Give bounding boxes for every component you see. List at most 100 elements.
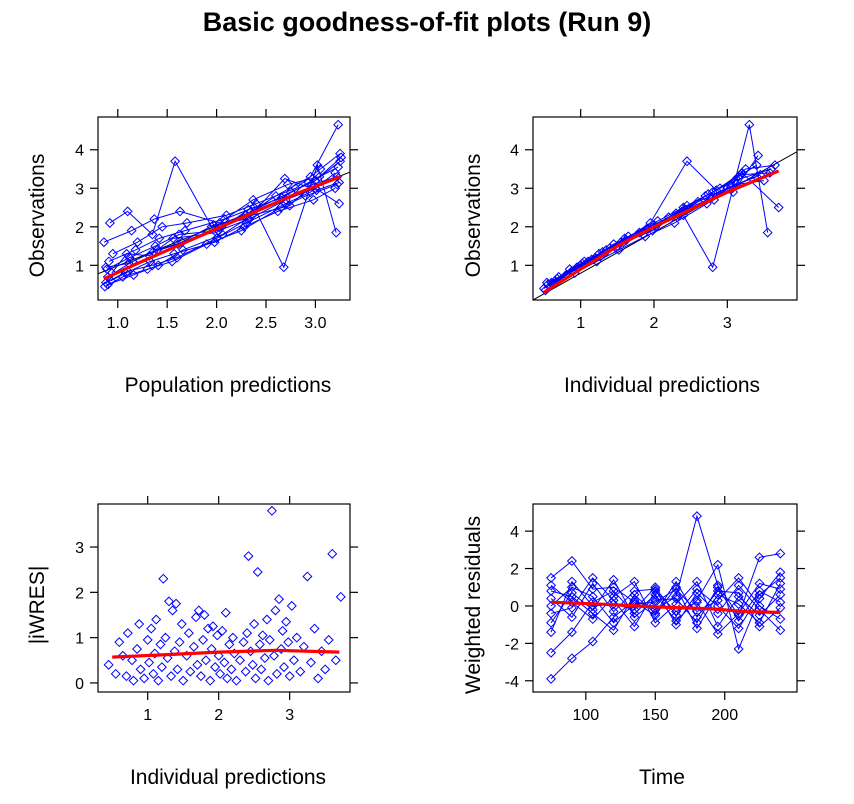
data-point xyxy=(775,625,786,636)
data-point xyxy=(587,608,598,619)
data-point xyxy=(175,206,186,217)
data-point xyxy=(177,244,188,255)
data-point xyxy=(215,668,226,679)
x-tick-label: 1.0 xyxy=(107,315,129,332)
data-point xyxy=(333,119,344,130)
data-point xyxy=(193,605,204,616)
data-point xyxy=(541,277,552,288)
data-point xyxy=(733,580,744,591)
data-point xyxy=(147,229,158,240)
y-tick-label: -4 xyxy=(505,674,519,691)
data-point xyxy=(334,198,345,209)
x-tick-label: 2 xyxy=(650,315,659,332)
data-point xyxy=(764,167,775,178)
data-point xyxy=(334,177,345,188)
data-point xyxy=(669,217,680,228)
data-point xyxy=(132,237,143,248)
data-point xyxy=(104,217,115,228)
data-point xyxy=(284,200,295,211)
data-point xyxy=(151,614,162,625)
data-point xyxy=(239,221,250,232)
smooth-line xyxy=(112,648,340,659)
data-point xyxy=(226,664,237,675)
data-point xyxy=(154,233,165,244)
data-point xyxy=(188,641,199,652)
x-tick-label: 2 xyxy=(214,707,223,724)
data-point xyxy=(124,252,135,263)
plot-area xyxy=(103,505,346,686)
data-point xyxy=(102,279,113,290)
data-point xyxy=(754,552,765,563)
data-point xyxy=(566,576,577,587)
y-tick-label: 2 xyxy=(75,220,84,237)
smooth-line xyxy=(551,600,781,615)
data-point xyxy=(192,659,203,670)
data-point xyxy=(117,271,128,282)
data-point xyxy=(252,566,263,577)
data-point xyxy=(332,171,343,182)
data-point xyxy=(775,614,786,625)
data-point xyxy=(587,636,598,647)
data-point xyxy=(148,668,159,679)
y-tick-label: 4 xyxy=(75,143,84,160)
series-line xyxy=(550,577,781,624)
data-point xyxy=(162,653,173,664)
x-tick-label: 2.5 xyxy=(255,315,277,332)
data-point xyxy=(128,675,139,686)
data-point xyxy=(608,606,619,617)
panel-3: 1 2 3 0 1 2 3 Individual predictions |iWRES| xyxy=(26,496,358,789)
x-axis-label: Individual predictions xyxy=(130,766,326,789)
data-point xyxy=(608,612,619,623)
data-point xyxy=(629,589,640,600)
data-point xyxy=(276,643,287,654)
data-point xyxy=(629,621,640,632)
data-point xyxy=(546,647,557,658)
data-point xyxy=(207,621,219,632)
data-point xyxy=(132,643,143,654)
data-point xyxy=(127,655,138,666)
subject-series xyxy=(547,175,770,290)
data-point xyxy=(155,639,166,650)
data-point xyxy=(142,634,153,645)
data-point xyxy=(291,632,302,643)
panel-1: 1.0 1.5 2.0 2.5 3.0 1 2 3 4 Population prediction… xyxy=(26,109,358,397)
data-point xyxy=(305,657,316,668)
data-point xyxy=(691,623,702,634)
data-point xyxy=(244,214,255,225)
data-point xyxy=(691,612,702,623)
data-point xyxy=(122,206,133,217)
data-point xyxy=(712,595,723,606)
data-point xyxy=(330,183,341,194)
data-point xyxy=(224,639,235,650)
data-point xyxy=(153,260,164,271)
data-point xyxy=(316,646,327,657)
data-point xyxy=(278,662,289,673)
data-point xyxy=(217,625,228,636)
y-tick-label: 1 xyxy=(75,631,84,648)
data-point xyxy=(546,580,557,591)
data-point xyxy=(775,567,786,578)
data-point xyxy=(185,666,196,677)
subject-series xyxy=(105,183,341,286)
data-point xyxy=(286,600,297,611)
data-point xyxy=(754,600,765,611)
data-point xyxy=(98,237,109,248)
data-point xyxy=(546,572,557,583)
data-point xyxy=(211,233,222,244)
data-point xyxy=(712,629,723,640)
data-point xyxy=(279,173,290,184)
y-tick-label: 3 xyxy=(75,540,84,557)
data-point xyxy=(149,648,160,659)
data-point xyxy=(203,623,214,634)
subject-series xyxy=(101,183,345,275)
y-axis-label: Observations xyxy=(26,154,49,278)
data-point xyxy=(333,162,344,173)
data-point xyxy=(240,666,251,677)
smooth-line xyxy=(543,169,780,294)
data-point xyxy=(283,637,294,648)
data-point xyxy=(753,150,764,161)
data-point xyxy=(156,662,167,673)
data-point xyxy=(248,194,259,205)
series-line xyxy=(550,580,781,632)
